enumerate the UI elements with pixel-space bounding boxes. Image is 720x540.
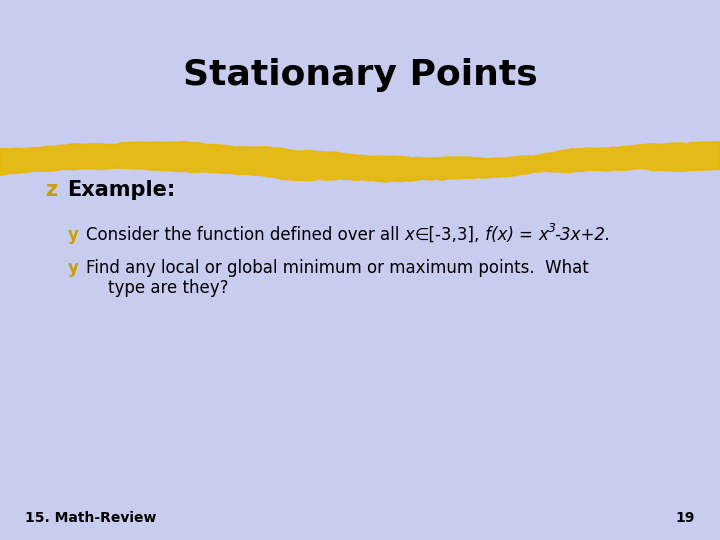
Polygon shape (0, 141, 720, 182)
Text: 15. Math-Review: 15. Math-Review (25, 511, 156, 525)
Text: z: z (45, 180, 57, 200)
Text: -3x+2.: -3x+2. (554, 226, 611, 244)
Text: 19: 19 (675, 511, 695, 525)
Text: type are they?: type are they? (108, 279, 228, 297)
Text: x: x (539, 226, 548, 244)
Text: Consider the function defined over all: Consider the function defined over all (86, 226, 405, 244)
Text: 3: 3 (548, 222, 556, 235)
Text: Example:: Example: (67, 180, 175, 200)
Text: Find any local or global minimum or maximum points.  What: Find any local or global minimum or maxi… (86, 259, 589, 277)
Text: f(x): f(x) (480, 226, 519, 244)
Text: y: y (68, 259, 79, 277)
Text: ∈[-3,3],: ∈[-3,3], (415, 226, 480, 244)
Text: x: x (405, 226, 415, 244)
Text: =: = (519, 226, 539, 244)
Text: Stationary Points: Stationary Points (183, 58, 537, 92)
Text: y: y (68, 226, 79, 244)
